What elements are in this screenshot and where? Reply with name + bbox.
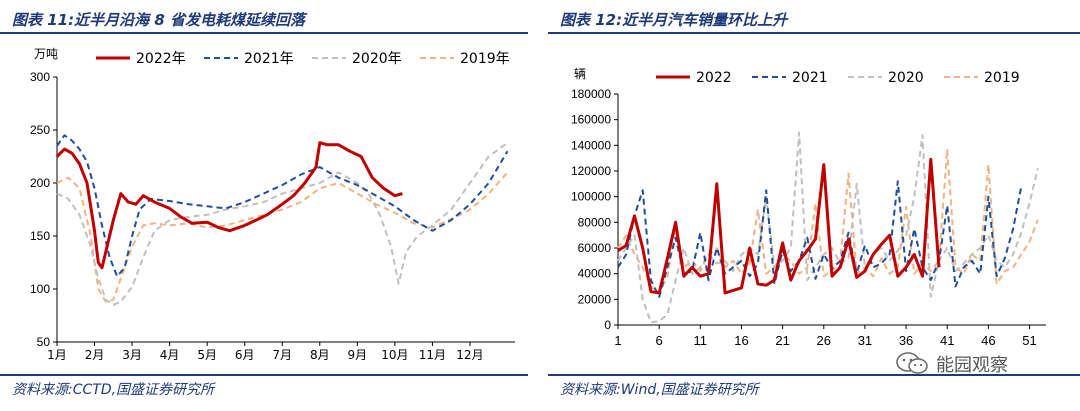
legend-label: 2021: [792, 70, 828, 86]
y-tick-label: 0: [604, 318, 611, 332]
left-panel: 图表 11:近半月沿海 8 省发电耗煤延续回落 50 100 150 200 250 30…: [0, 0, 528, 411]
x-tick-label: 9月: [348, 348, 368, 362]
x-tick-label: 2月: [85, 348, 105, 362]
watermark-text: 能园观察: [936, 355, 1008, 376]
x-tick-label: 8月: [310, 348, 330, 362]
x-tick-label: 3月: [122, 348, 142, 362]
y-tick-label: 120000: [571, 164, 611, 178]
right-figure-title: 图表 12:近半月汽车销量环比上升: [560, 11, 788, 29]
right-source: 资料来源:Wind,国盛证券研究所: [560, 382, 759, 398]
legend-label: 2021年: [244, 51, 294, 67]
x-tick-label: 21: [775, 333, 789, 348]
x-tick-label: 6: [656, 333, 663, 348]
legend-label: 2022年: [136, 51, 186, 67]
y-tick-label: 150: [30, 229, 50, 243]
x-tick-label: 41: [940, 333, 954, 348]
x-tick-label: 11: [694, 333, 708, 348]
y-tick-label: 100000: [571, 190, 611, 204]
y-tick-label: 140000: [571, 138, 611, 152]
y-tick-label: 200: [30, 176, 50, 190]
y-axis-unit: 辆: [574, 67, 586, 81]
x-tick-label: 6月: [235, 348, 255, 362]
x-tick-label: 7月: [272, 348, 292, 362]
left-top-rule: [0, 32, 528, 34]
right-bottom-rule: [548, 374, 1080, 376]
x-tick-label: 46: [981, 333, 995, 348]
left-source: 资料来源:CCTD,国盛证券研究所: [12, 382, 215, 398]
legend-label: 2019年: [460, 51, 510, 67]
left-chart: 50 100 150 200 250 300 万吨 1月 2月 3月 4月 5月 6月 7月 8月 9月 10月…: [30, 47, 515, 362]
series-line-2022: [55, 141, 403, 270]
y-tick-label: 20000: [578, 292, 612, 306]
x-tick-label: 12月: [456, 348, 483, 362]
right-chart: 0 20000 40000 60000 80000 100000 120000 140000 1…: [571, 67, 1046, 348]
x-tick-label: 31: [858, 333, 872, 348]
x-tick-label: 1: [614, 333, 621, 348]
x-tick-label: 4月: [160, 348, 180, 362]
x-tick-label: 16: [734, 333, 748, 348]
y-tick-label: 80000: [578, 215, 612, 229]
series-line-2019: [56, 171, 509, 303]
y-tick-label: 40000: [578, 267, 612, 281]
x-tick-label: 11月: [419, 348, 446, 362]
legend-label: 2020年: [352, 51, 402, 67]
x-tick-label: 1月: [47, 348, 67, 362]
series-line-2020: [617, 131, 1039, 324]
y-tick-label: 300: [30, 70, 50, 84]
x-tick-label: 26: [817, 333, 831, 348]
right-top-rule: [548, 32, 1080, 34]
y-tick-label: 250: [30, 123, 50, 137]
y-axis-unit: 万吨: [34, 47, 58, 61]
y-tick-label: 50: [37, 335, 51, 349]
left-figure-title: 图表 11:近半月沿海 8 省发电耗煤延续回落: [12, 11, 305, 29]
y-tick-label: 60000: [578, 241, 612, 255]
x-tick-label: 5月: [197, 348, 217, 362]
wechat-icon: [896, 352, 928, 374]
series-line-2020: [56, 141, 509, 306]
x-tick-label: 10月: [381, 348, 408, 362]
legend-label: 2019: [984, 70, 1020, 86]
y-tick-label: 160000: [571, 113, 611, 127]
legend-label: 2022: [696, 70, 732, 86]
series-line-2022: [617, 157, 941, 295]
right-panel: 图表 12:近半月汽车销量环比上升 0 20000 40000 60000 80000 1…: [548, 0, 1080, 411]
watermark: 能园观察: [894, 349, 1054, 377]
series-line-2021: [56, 134, 509, 278]
y-tick-label: 180000: [571, 87, 611, 101]
left-bottom-rule: [0, 374, 528, 376]
legend-label: 2020: [888, 70, 924, 86]
x-tick-label: 36: [899, 333, 913, 348]
y-tick-label: 100: [30, 282, 50, 296]
x-tick-label: 51: [1022, 333, 1036, 348]
